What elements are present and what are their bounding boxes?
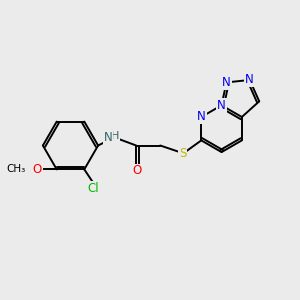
Text: N: N: [103, 131, 112, 144]
Text: CH₃: CH₃: [6, 164, 25, 174]
Text: Cl: Cl: [88, 182, 99, 195]
Text: N: N: [197, 110, 206, 124]
Text: H: H: [111, 130, 119, 141]
Text: S: S: [179, 147, 186, 161]
Text: O: O: [33, 163, 42, 176]
Text: N: N: [222, 76, 231, 89]
Text: O: O: [133, 164, 142, 178]
Text: N: N: [217, 99, 226, 112]
Text: N: N: [245, 74, 254, 86]
